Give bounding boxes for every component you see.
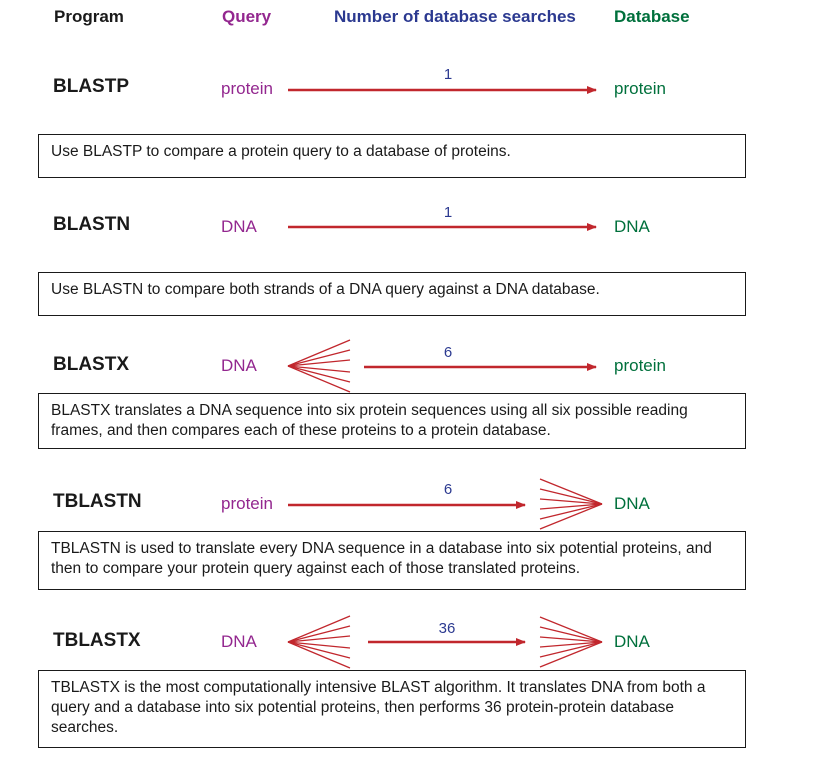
header-database: Database [614, 7, 690, 26]
tblastx-right-fan [539, 616, 603, 668]
program-blastn: BLASTN [53, 214, 131, 235]
header-searches: Number of database searches [334, 7, 576, 26]
searches-blastp: 1 [443, 66, 453, 83]
description-tblastx: TBLASTX is the most computationally inte… [38, 670, 746, 748]
database-tblastn: DNA [614, 494, 650, 513]
description-tblastn: TBLASTN is used to translate every DNA s… [38, 531, 746, 590]
program-tblastx: TBLASTX [53, 630, 141, 651]
header-program: Program [54, 7, 124, 26]
description-blastx: BLASTX translates a DNA sequence into si… [38, 393, 746, 449]
searches-blastx: 6 [443, 344, 453, 361]
query-tblastx: DNA [221, 632, 257, 651]
description-blastp: Use BLASTP to compare a protein query to… [38, 134, 746, 178]
query-blastp: protein [221, 79, 273, 98]
description-blastn: Use BLASTN to compare both strands of a … [38, 272, 746, 316]
tblastn-fan [539, 478, 603, 530]
blastx-fan [287, 339, 351, 393]
database-blastn: DNA [614, 217, 650, 236]
searches-blastn: 1 [443, 204, 453, 221]
query-blastn: DNA [221, 217, 257, 236]
program-tblastn: TBLASTN [53, 491, 142, 512]
database-blastx: protein [614, 356, 666, 375]
database-blastp: protein [614, 79, 666, 98]
tblastx-left-fan [287, 615, 351, 669]
program-blastx: BLASTX [53, 354, 129, 375]
program-blastp: BLASTP [53, 76, 129, 97]
query-tblastn: protein [221, 494, 273, 513]
header-query: Query [222, 7, 272, 26]
query-blastx: DNA [221, 356, 257, 375]
database-tblastx: DNA [614, 632, 650, 651]
searches-tblastx: 36 [438, 620, 456, 637]
searches-tblastn: 6 [443, 481, 453, 498]
